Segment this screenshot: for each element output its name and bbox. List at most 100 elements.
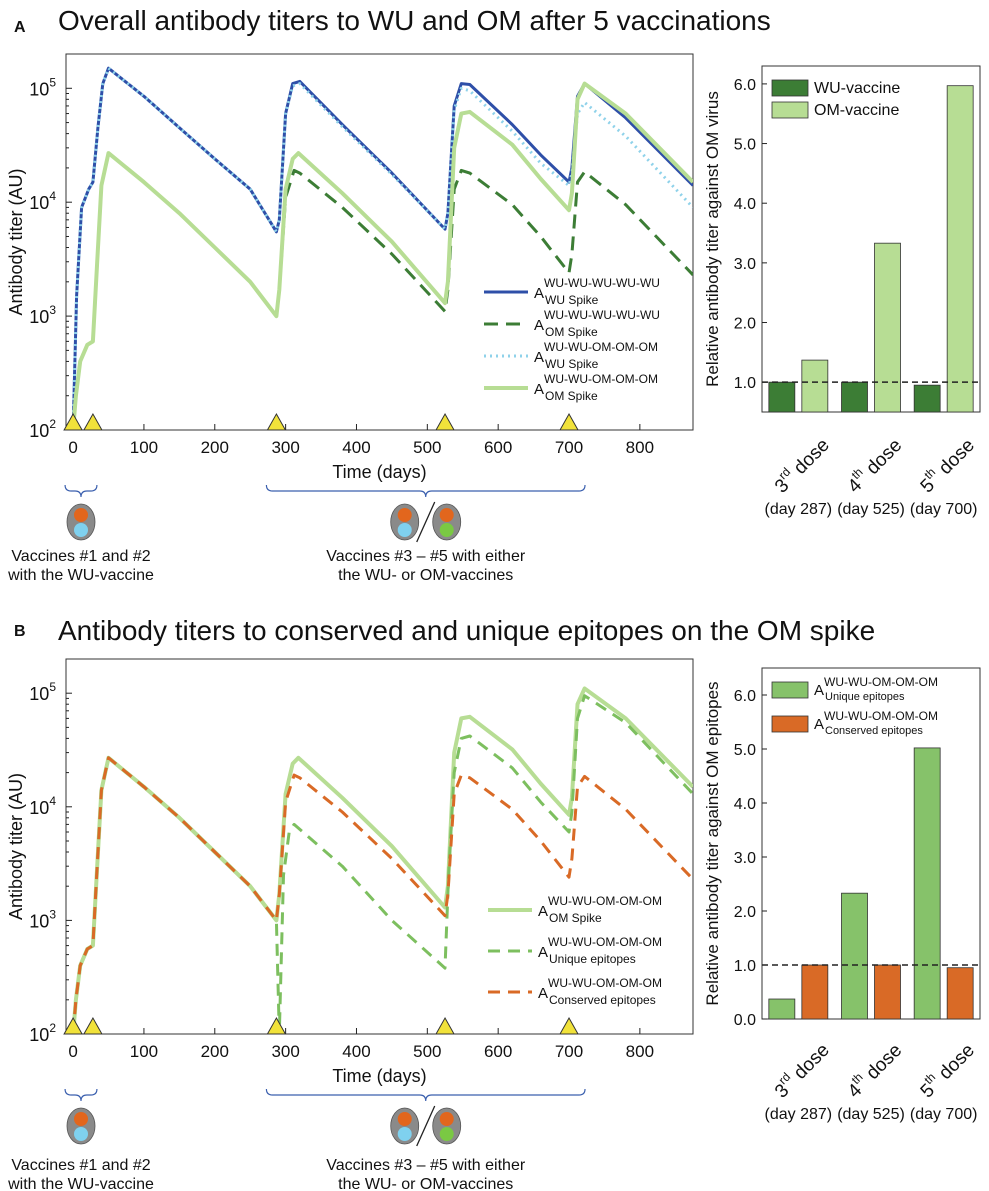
legend-symbol: A bbox=[534, 285, 544, 302]
bar-y-tick-label: 5.0 bbox=[734, 742, 756, 759]
legend-superscript: WU-WU-OM-OM-OM bbox=[824, 709, 938, 723]
bar-legend-label: OM-vaccine bbox=[814, 102, 899, 119]
bar-1-1 bbox=[874, 964, 901, 1020]
bar-category-day: (day 700) bbox=[910, 501, 978, 518]
y-tick-label: 104 bbox=[29, 189, 56, 213]
series-line-om_wu bbox=[71, 66, 693, 430]
bar-category-day: (day 525) bbox=[837, 501, 905, 518]
vaccination-marker bbox=[559, 412, 579, 431]
y-tick-label: 103 bbox=[29, 907, 56, 931]
legend-symbol: A bbox=[538, 985, 548, 1002]
vaccine-dot-top bbox=[439, 1112, 454, 1126]
bar-legend-swatch bbox=[771, 101, 809, 119]
legend-label-conserved: AWU-WU-OM-OM-OM Conserved epitopes bbox=[538, 976, 662, 1007]
bar-1-1 bbox=[874, 242, 901, 413]
y-tick-exponent: 5 bbox=[49, 75, 56, 89]
panel-a: A Overall antibody titers to WU and OM af… bbox=[6, 5, 981, 584]
legend-superscript: WU-WU-OM-OM-OM bbox=[544, 340, 658, 354]
legend-label-om_om: AWU-WU-OM-OM-OM OM Spike bbox=[534, 372, 658, 403]
vaccine-dot-top bbox=[397, 1112, 412, 1126]
x-tick-label: 700 bbox=[555, 1042, 583, 1061]
bar-category-label: 4th dose bbox=[841, 432, 906, 497]
schedule-caption: Vaccines #1 and #2 bbox=[11, 548, 150, 565]
bar-0-1 bbox=[841, 892, 868, 1020]
schedule-caption: the WU- or OM-vaccines bbox=[338, 1176, 513, 1191]
legend-superscript: WU-WU-OM-OM-OM bbox=[548, 894, 662, 908]
x-tick-label: 100 bbox=[130, 1042, 158, 1061]
bar-category-day: (day 525) bbox=[837, 1106, 905, 1123]
plot-frame bbox=[65, 53, 694, 431]
x-tick-label: 100 bbox=[130, 438, 158, 457]
legend-subscript: Conserved epitopes bbox=[549, 993, 656, 1007]
schedule-caption: the WU- or OM-vaccines bbox=[338, 567, 513, 584]
legend-subscript: OM Spike bbox=[545, 389, 598, 403]
y-tick-label: 103 bbox=[29, 303, 56, 327]
slash-divider bbox=[416, 1105, 436, 1147]
bar-y-tick-label: 1.0 bbox=[734, 958, 756, 975]
vaccine-dot-bottom bbox=[439, 1127, 454, 1141]
y-axis-label: Antibody titer (AU) bbox=[6, 773, 26, 920]
bar-category-label: 4th dose bbox=[841, 1037, 906, 1102]
x-tick-label: 300 bbox=[271, 1042, 299, 1061]
vaccination-marker bbox=[83, 1016, 103, 1035]
bar-y-tick-label: 5.0 bbox=[734, 137, 756, 154]
bar-legend-swatch bbox=[771, 681, 809, 699]
bar-1-2 bbox=[946, 967, 974, 1020]
series-line-conserved bbox=[71, 756, 693, 1034]
schedule-brace bbox=[265, 1088, 586, 1102]
vaccination-marker bbox=[266, 412, 287, 431]
vaccine-schedule: Vaccines #1 and #2 with the WU-vaccine Vac… bbox=[7, 484, 586, 584]
vaccine-dot-bottom bbox=[74, 1127, 89, 1141]
y-tick-base: 10 bbox=[29, 798, 49, 818]
legend-subscript: Unique epitopes bbox=[549, 952, 636, 966]
series-group bbox=[71, 66, 693, 430]
schedule-caption: with the WU-vaccine bbox=[7, 567, 154, 584]
legend-symbol: A bbox=[538, 903, 548, 920]
bar-category-label: 3rd dose bbox=[768, 1037, 834, 1103]
bar-1-2 bbox=[946, 85, 974, 413]
x-tick-label: 500 bbox=[413, 1042, 441, 1061]
bar-legend: WU-vaccine OM-vaccine bbox=[771, 79, 900, 119]
panel-letter: A bbox=[14, 19, 26, 36]
y-tick-exponent: 4 bbox=[49, 189, 56, 203]
schedule-caption: with the WU-vaccine bbox=[7, 1176, 154, 1191]
y-tick-label: 102 bbox=[29, 417, 56, 441]
bar-y-tick-label: 4.0 bbox=[734, 196, 756, 213]
panel-title: Overall antibody titers to WU and OM aft… bbox=[58, 5, 771, 36]
bar-0-0 bbox=[768, 998, 796, 1020]
bar-y-axis-label: Relative antibody titer against OM epito… bbox=[703, 681, 722, 1005]
legend-symbol: A bbox=[538, 944, 548, 961]
legend-subscript: OM Spike bbox=[549, 911, 602, 925]
x-tick-label: 0 bbox=[68, 1042, 77, 1061]
bar-category-label: 5th dose bbox=[914, 432, 979, 497]
panel-b: B Antibody titers to conserved and unique… bbox=[6, 615, 981, 1191]
bar-frame bbox=[761, 65, 981, 413]
bar-1-0 bbox=[801, 964, 829, 1020]
legend-label-om_spike: AWU-WU-OM-OM-OM OM Spike bbox=[538, 894, 662, 925]
vaccination-marker bbox=[435, 412, 455, 431]
legend-symbol: A bbox=[534, 317, 544, 334]
y-tick-exponent: 5 bbox=[49, 680, 56, 694]
vaccine-dot-bottom bbox=[439, 523, 454, 537]
x-axis-label: Time (days) bbox=[332, 1066, 426, 1086]
x-tick-label: 600 bbox=[484, 1042, 512, 1061]
y-tick-base: 10 bbox=[29, 421, 49, 441]
bar-category-day: (day 287) bbox=[765, 501, 833, 518]
x-tick-label: 200 bbox=[201, 438, 229, 457]
bar-chart: 1.0 2.0 3.0 4.0 5.0 6.0 Relative antibody tite… bbox=[703, 65, 981, 518]
y-tick-base: 10 bbox=[29, 79, 49, 99]
x-tick-label: 800 bbox=[626, 1042, 654, 1061]
category-word: dose bbox=[786, 1040, 834, 1088]
panel-title: Antibody titers to conserved and unique … bbox=[58, 615, 875, 646]
x-tick-label: 400 bbox=[342, 1042, 370, 1061]
bar-legend-swatch bbox=[771, 715, 809, 733]
series-group bbox=[71, 686, 693, 1034]
vaccine-dot-bottom bbox=[397, 1127, 412, 1141]
bar-0-2 bbox=[913, 747, 941, 1020]
schedule-brace bbox=[64, 484, 98, 498]
y-tick-label: 102 bbox=[29, 1021, 56, 1045]
legend-superscript: WU-WU-OM-OM-OM bbox=[544, 372, 658, 386]
vaccine-dot-top bbox=[74, 508, 89, 522]
